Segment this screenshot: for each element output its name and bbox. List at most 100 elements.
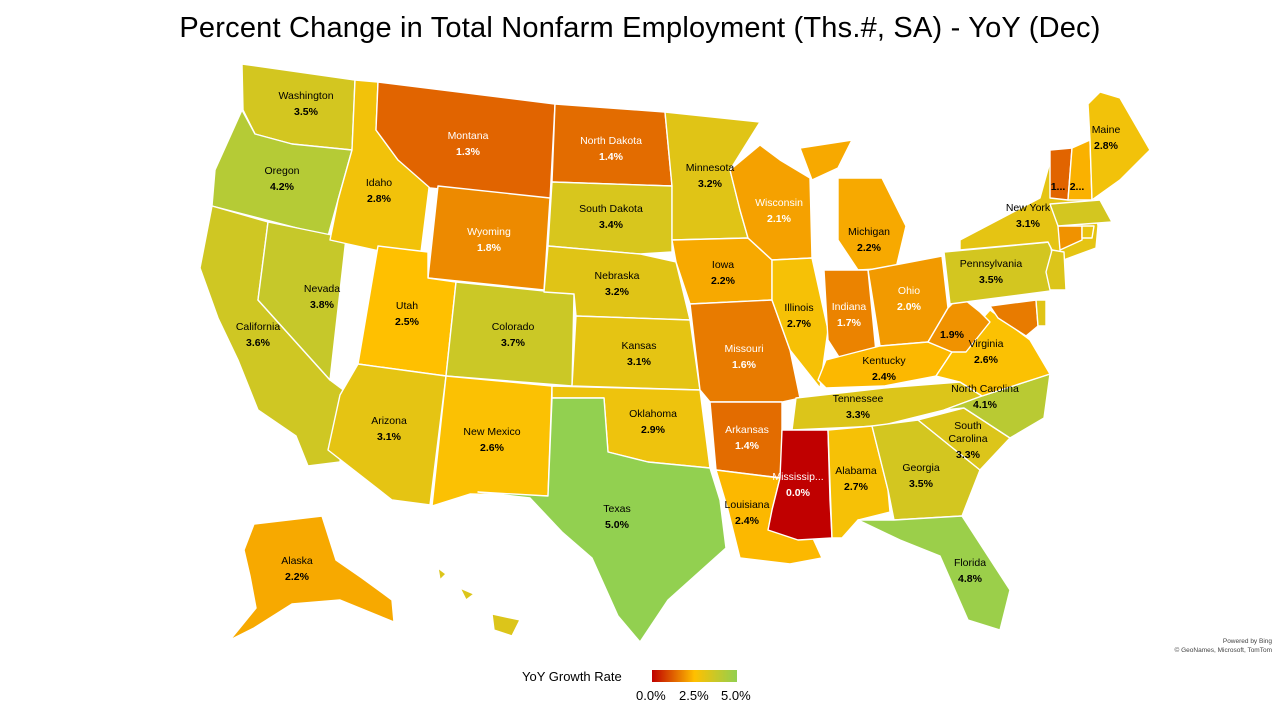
state-name-la: Louisiana [725, 499, 770, 511]
state-value-wi: 2.1% [767, 213, 792, 225]
state-ct[interactable] [1057, 225, 1083, 251]
state-value-mi: 2.2% [857, 242, 882, 254]
state-value-ks: 3.1% [627, 356, 652, 368]
state-name-ms: Mississip... [772, 471, 823, 483]
state-value-ga: 3.5% [909, 478, 934, 490]
state-value-nm: 2.6% [480, 442, 505, 454]
state-name-sd: South Dakota [579, 203, 643, 215]
credit-line-powered: Powered by Bing [1222, 638, 1272, 645]
state-value-wv: 1.9% [940, 329, 965, 341]
state-name-co: Colorado [492, 321, 535, 333]
state-value-ny: 3.1% [1016, 218, 1041, 230]
credit-line-sources: © GeoNames, Microsoft, TomTom [1174, 647, 1273, 654]
state-value-ia: 2.2% [711, 275, 736, 287]
state-value-sc: 3.3% [956, 449, 981, 461]
state-value-va: 2.6% [974, 354, 999, 366]
state-me[interactable] [1087, 91, 1151, 201]
state-wv[interactable] [927, 295, 991, 353]
state-value-mt: 1.3% [456, 146, 481, 158]
state-ma[interactable] [1049, 199, 1113, 227]
state-value-il: 2.7% [787, 318, 812, 330]
state-ri[interactable] [1081, 225, 1095, 239]
state-ks[interactable] [571, 315, 701, 391]
state-value-oh: 2.0% [897, 301, 922, 313]
state-name-nc: North Carolina [951, 383, 1019, 395]
state-value-in: 1.7% [837, 317, 862, 329]
state-value-tn: 3.3% [846, 409, 871, 421]
state-nm[interactable] [431, 375, 553, 507]
state-labels: Washington 3.5% Oregon 4.2% California 3.6% Ne… [236, 90, 1121, 585]
state-wy[interactable] [427, 185, 551, 291]
state-name-wi: Wisconsin [755, 197, 803, 209]
state-name-sc: South [954, 420, 982, 432]
state-name-wy: Wyoming [467, 226, 511, 238]
state-name-nv: Nevada [304, 283, 340, 295]
state-name-mo: Missouri [724, 343, 763, 355]
state-name-al: Alabama [835, 465, 877, 477]
state-name-ca: California [236, 321, 281, 333]
state-nv[interactable] [257, 221, 347, 381]
state-value-me: 2.8% [1094, 140, 1119, 152]
state-de[interactable] [1035, 299, 1047, 327]
state-name-il: Illinois [784, 302, 813, 314]
legend-tick-mid: 2.5% [679, 688, 709, 703]
state-value-mn: 3.2% [698, 178, 723, 190]
state-value-co: 3.7% [501, 337, 526, 349]
state-value-pa: 3.5% [979, 274, 1004, 286]
state-name-mi: Michigan [848, 226, 890, 238]
state-fl[interactable] [857, 515, 1011, 631]
state-il[interactable] [771, 257, 829, 389]
state-name-in: Indiana [832, 301, 867, 313]
state-value-la: 2.4% [735, 515, 760, 527]
state-value-az: 3.1% [377, 431, 402, 443]
state-sd[interactable] [547, 181, 673, 255]
state-mi[interactable] [799, 139, 907, 271]
state-name-nm: New Mexico [463, 426, 520, 438]
state-ak[interactable] [229, 515, 395, 641]
state-name-ne: Nebraska [595, 270, 640, 282]
state-value-nv: 3.8% [310, 299, 335, 311]
state-value-ar: 1.4% [735, 440, 760, 452]
state-value-nc: 4.1% [973, 399, 998, 411]
state-name-az: Arizona [371, 415, 407, 427]
state-ia[interactable] [671, 237, 773, 305]
state-value-or: 4.2% [270, 181, 295, 193]
state-value-fl: 4.8% [958, 573, 983, 585]
state-name-or: Oregon [264, 165, 299, 177]
state-value-nh: 2... [1070, 181, 1085, 193]
state-name-oh: Ohio [898, 285, 920, 297]
state-value-vt: 1... [1051, 181, 1066, 193]
state-name-ak: Alaska [281, 555, 313, 567]
state-nj[interactable] [1045, 249, 1067, 291]
state-name-wa: Washington [278, 90, 333, 102]
state-value-ak: 2.2% [285, 571, 310, 583]
state-name-ga: Georgia [902, 462, 940, 474]
state-name-ok: Oklahoma [629, 408, 677, 420]
state-name-ia: Iowa [712, 259, 734, 271]
state-value-ky: 2.4% [872, 371, 897, 383]
state-name-tn: Tennessee [833, 393, 884, 405]
state-value-wy: 1.8% [477, 242, 502, 254]
map-credit: Powered by Bing © GeoNames, Microsoft, T… [1175, 637, 1273, 655]
state-value-ne: 3.2% [605, 286, 630, 298]
state-value-ok: 2.9% [641, 424, 666, 436]
state-pa[interactable] [943, 241, 1059, 305]
state-name-ar: Arkansas [725, 424, 769, 436]
state-co[interactable] [445, 281, 575, 387]
state-value-sd: 3.4% [599, 219, 624, 231]
map-title: Percent Change in Total Nonfarm Employme… [179, 12, 1101, 44]
state-hi[interactable] [437, 567, 521, 637]
state-name-id: Idaho [366, 177, 392, 189]
state-name-va: Virginia [969, 338, 1004, 350]
state-value-ms: 0.0% [786, 487, 811, 499]
state-name-ky: Kentucky [862, 355, 906, 367]
state-md[interactable] [989, 299, 1039, 337]
state-value-id: 2.8% [367, 193, 392, 205]
state-tx[interactable] [477, 397, 727, 643]
state-value-ut: 2.5% [395, 316, 420, 328]
state-name-pa: Pennsylvania [960, 258, 1023, 270]
legend-tick-low: 0.0% [636, 688, 666, 703]
state-value-wa: 3.5% [294, 106, 319, 118]
state-value-mo: 1.6% [732, 359, 757, 371]
